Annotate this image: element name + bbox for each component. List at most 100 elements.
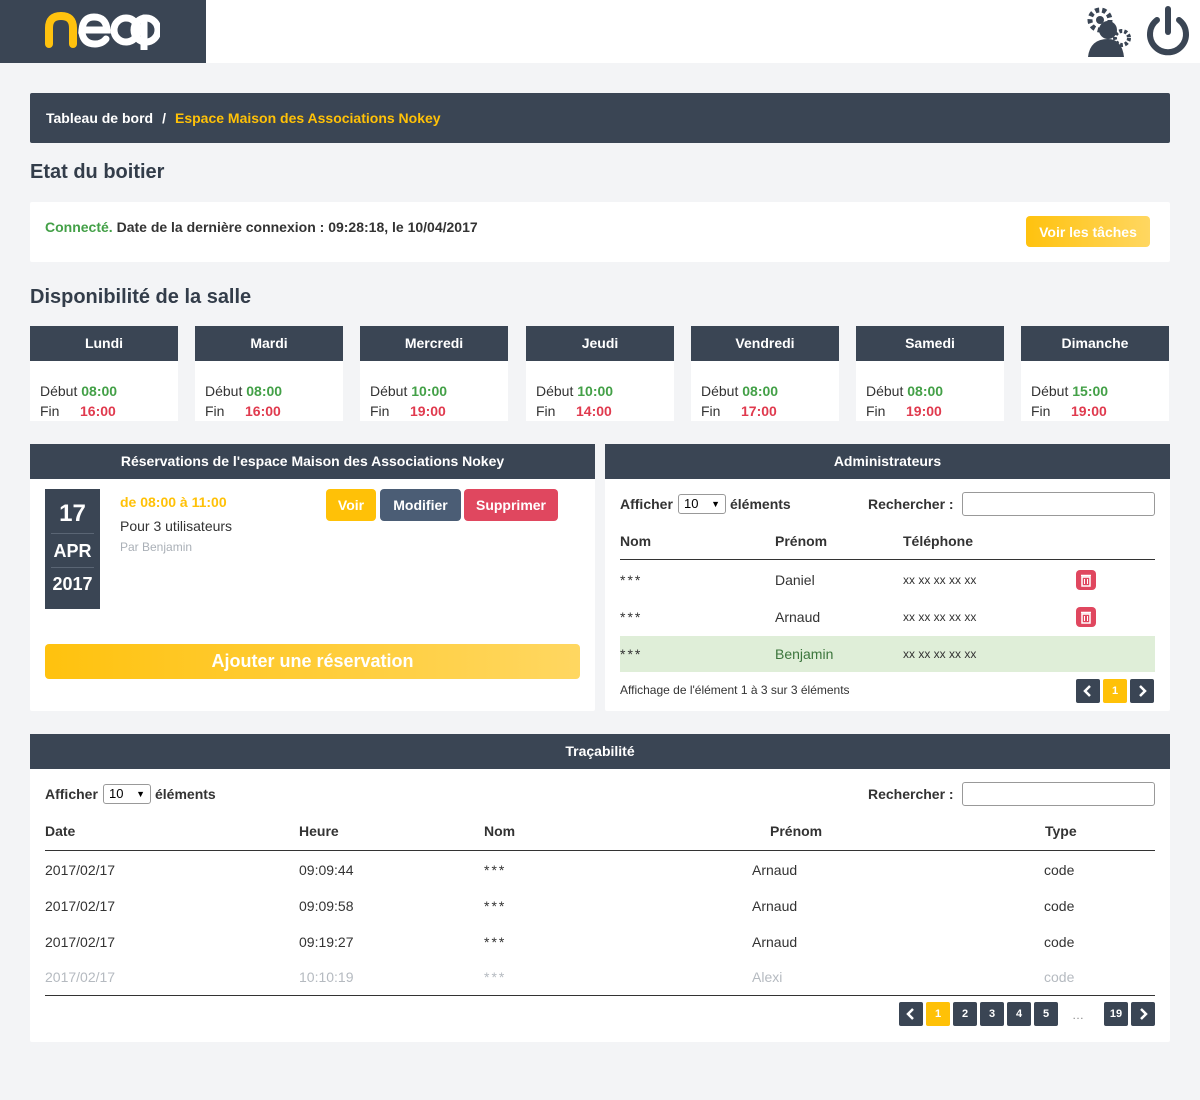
next-page-button[interactable]	[1131, 1002, 1155, 1026]
end-label: Fin	[370, 403, 390, 419]
day-card-vendredi: Vendredi Début 08:00 Fin 17:00	[691, 326, 839, 421]
page-size-value: 10	[109, 786, 124, 801]
start-label: Début	[205, 383, 243, 399]
page-1-button[interactable]: 1	[926, 1002, 950, 1026]
trace-search-input[interactable]	[962, 782, 1155, 806]
col-telephone[interactable]: Téléphone	[903, 533, 974, 549]
day-card-samedi: Samedi Début 08:00 Fin 19:00	[856, 326, 1004, 421]
trash-icon[interactable]	[1076, 570, 1096, 590]
breadcrumb-current: Espace Maison des Associations Nokey	[174, 110, 441, 126]
page-size-select[interactable]: 10 ▼	[678, 494, 726, 514]
end-label: Fin	[40, 403, 60, 419]
trace-heure: 09:19:27	[299, 934, 354, 950]
prev-page-button[interactable]	[899, 1002, 923, 1026]
start-label: Début	[866, 383, 904, 399]
end-time: 14:00	[576, 403, 612, 419]
col-nom[interactable]: Nom	[484, 823, 516, 839]
day-end-row: Fin 16:00	[195, 401, 343, 421]
table-row-current-user[interactable]: *** Benjamin xx xx xx xx xx	[620, 636, 1155, 672]
table-footer-divider	[45, 995, 1155, 996]
col-heure[interactable]: Heure	[299, 823, 339, 839]
traceability-title: Traçabilité	[30, 734, 1170, 769]
page-3-button[interactable]: 3	[980, 1002, 1004, 1026]
add-reservation-button[interactable]: Ajouter une réservation	[45, 644, 580, 679]
administrators-title: Administrateurs	[605, 444, 1170, 479]
delete-reservation-button[interactable]: Supprimer	[464, 489, 558, 521]
user-gear-icon[interactable]	[1086, 6, 1136, 63]
start-time: 08:00	[81, 383, 118, 399]
col-prenom[interactable]: Prénom	[775, 533, 828, 549]
breadcrumb-home[interactable]: Tableau de bord	[46, 110, 154, 126]
next-page-button[interactable]	[1130, 679, 1154, 703]
end-label: Fin	[205, 403, 225, 419]
admin-nom: ***	[620, 572, 643, 588]
day-start-row: Début 08:00	[30, 381, 178, 401]
page-2-button[interactable]: 2	[953, 1002, 977, 1026]
chevron-left-icon	[1083, 685, 1091, 697]
reservations-panel: Réservations de l'espace Maison des Asso…	[30, 444, 595, 711]
power-icon[interactable]	[1144, 6, 1192, 63]
neop-logo	[45, 11, 160, 50]
trash-icon[interactable]	[1076, 607, 1096, 627]
breadcrumb: Tableau de bord / Espace Maison des Asso…	[30, 93, 1170, 143]
start-label: Début	[701, 383, 739, 399]
page-1-button[interactable]: 1	[1103, 679, 1127, 703]
administrators-panel: Administrateurs Afficher 10 ▼ éléments Re…	[605, 444, 1170, 711]
table-info: Affichage de l'élément 1 à 3 sur 3 éléme…	[620, 683, 850, 697]
view-reservation-button[interactable]: Voir	[326, 489, 376, 521]
status-detail: Date de la dernière connexion : 09:28:18…	[116, 219, 478, 235]
admin-prenom: Daniel	[775, 572, 815, 588]
trace-prenom: Arnaud	[752, 934, 798, 950]
day-end-row: Fin 19:00	[856, 401, 1004, 421]
table-header-divider	[45, 850, 1155, 851]
top-bar	[0, 0, 1200, 63]
admin-search-input[interactable]	[962, 492, 1155, 516]
logo[interactable]	[0, 0, 206, 63]
day-name: Mardi	[195, 326, 343, 361]
col-nom[interactable]: Nom	[620, 533, 652, 549]
page-size-value: 10	[684, 496, 699, 511]
day-end-row: Fin 17:00	[691, 401, 839, 421]
admin-tel: xx xx xx xx xx	[903, 610, 977, 624]
end-time: 19:00	[1071, 403, 1107, 419]
chevron-right-icon	[1140, 1008, 1148, 1020]
trace-prenom: Arnaud	[752, 862, 798, 878]
trace-type: code	[1044, 898, 1075, 914]
end-time: 19:00	[906, 403, 942, 419]
day-card-mercredi: Mercredi Début 10:00 Fin 19:00	[360, 326, 508, 421]
reservation-author: Par Benjamin	[120, 540, 193, 554]
col-prenom[interactable]: Prénom	[770, 823, 823, 839]
col-date[interactable]: Date	[45, 823, 76, 839]
edit-reservation-button[interactable]: Modifier	[380, 489, 461, 521]
end-label: Fin	[866, 403, 886, 419]
trace-nom: ***	[484, 898, 507, 914]
chevron-down-icon: ▼	[711, 499, 720, 509]
trace-prenom: Arnaud	[752, 898, 798, 914]
start-label: Début	[1031, 383, 1069, 399]
page-5-button[interactable]: 5	[1034, 1002, 1058, 1026]
trace-heure: 09:09:44	[299, 862, 354, 878]
search-label: Rechercher :	[868, 496, 954, 512]
trace-date: 2017/02/17	[45, 934, 116, 950]
trace-date: 2017/02/17	[45, 969, 116, 985]
page-size-select[interactable]: 10 ▼	[103, 784, 151, 804]
trace-type: code	[1044, 934, 1075, 950]
start-label: Début	[40, 383, 78, 399]
view-tasks-button[interactable]: Voir les tâches	[1026, 216, 1150, 247]
last-page-button[interactable]: 19	[1104, 1002, 1128, 1026]
col-type[interactable]: Type	[1045, 823, 1077, 839]
prev-page-button[interactable]	[1076, 679, 1100, 703]
trace-nom: ***	[484, 862, 507, 878]
show-label: Afficher	[620, 496, 673, 512]
day-name: Vendredi	[691, 326, 839, 361]
end-label: Fin	[536, 403, 556, 419]
page-4-button[interactable]: 4	[1007, 1002, 1031, 1026]
availability-section-title: Disponibilité de la salle	[30, 286, 252, 308]
day-name: Jeudi	[526, 326, 674, 361]
day-start-row: Début 10:00	[526, 381, 674, 401]
elements-label: éléments	[155, 786, 216, 802]
trace-date: 2017/02/17	[45, 898, 116, 914]
end-label: Fin	[1031, 403, 1051, 419]
trace-nom: ***	[484, 969, 507, 985]
pagination-ellipsis: …	[1072, 1008, 1084, 1022]
